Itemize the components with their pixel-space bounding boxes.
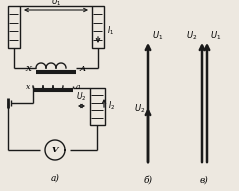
- Text: $U_1$: $U_1$: [51, 0, 61, 8]
- Text: а): а): [51, 173, 60, 182]
- Text: в): в): [200, 176, 208, 185]
- Text: x: x: [26, 83, 30, 91]
- Text: $U_2$: $U_2$: [186, 29, 197, 42]
- Text: $U_2$: $U_2$: [76, 91, 86, 103]
- Text: $I_1$: $I_1$: [107, 25, 114, 37]
- Text: X: X: [26, 65, 32, 73]
- Bar: [8, 6, 20, 48]
- Bar: [92, 6, 104, 48]
- Text: б): б): [143, 176, 152, 185]
- Text: $U_1$: $U_1$: [152, 29, 163, 42]
- Bar: [90, 88, 105, 125]
- Text: $U_2$: $U_2$: [134, 103, 145, 115]
- Text: a: a: [76, 83, 80, 91]
- Text: $I_2$: $I_2$: [108, 100, 115, 112]
- Text: V: V: [52, 146, 58, 154]
- Text: A: A: [80, 65, 86, 73]
- Text: $U_1$: $U_1$: [210, 29, 221, 42]
